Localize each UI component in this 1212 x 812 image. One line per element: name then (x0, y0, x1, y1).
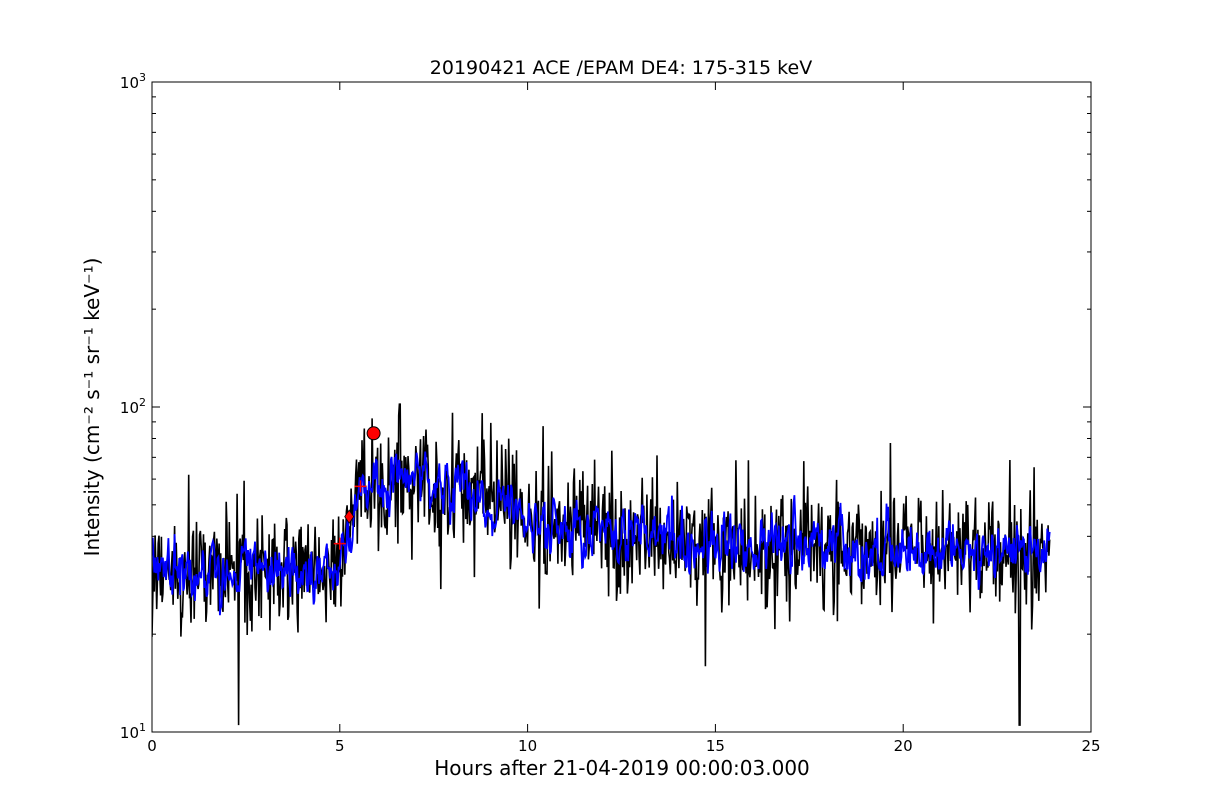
x-tick-label: 0 (147, 737, 157, 755)
x-tick-label: 10 (518, 737, 537, 755)
plus-marker-3 (333, 537, 346, 550)
plus-marker-2 (354, 480, 367, 493)
smoothed-intensity-line (152, 451, 1051, 616)
y-tick-label: 103 (120, 71, 146, 92)
onset-diamond-marker (344, 509, 355, 524)
x-tick-label: 15 (706, 737, 725, 755)
series-layer (152, 403, 1051, 726)
x-tick-label: 5 (335, 737, 345, 755)
y-tick-label: 101 (120, 721, 146, 742)
plot-area: 0 5 10 15 20 25 101 102 103 (120, 71, 1101, 755)
peak-circle-marker (366, 426, 381, 441)
x-axis-label: Hours after 21-04-2019 00:00:03.000 (434, 756, 810, 780)
marker-layer (333, 426, 381, 550)
chart-title: 20190421 ACE /EPAM DE4: 175-315 keV (430, 57, 812, 79)
x-tick-label: 25 (1081, 737, 1100, 755)
x-tick-label: 20 (894, 737, 913, 755)
y-axis-label: Intensity (cm⁻² s⁻¹ sr⁻¹ keV⁻¹) (80, 258, 104, 557)
tick-layer: 0 5 10 15 20 25 101 102 103 (120, 71, 1101, 755)
y-tick-label: 102 (120, 396, 146, 417)
